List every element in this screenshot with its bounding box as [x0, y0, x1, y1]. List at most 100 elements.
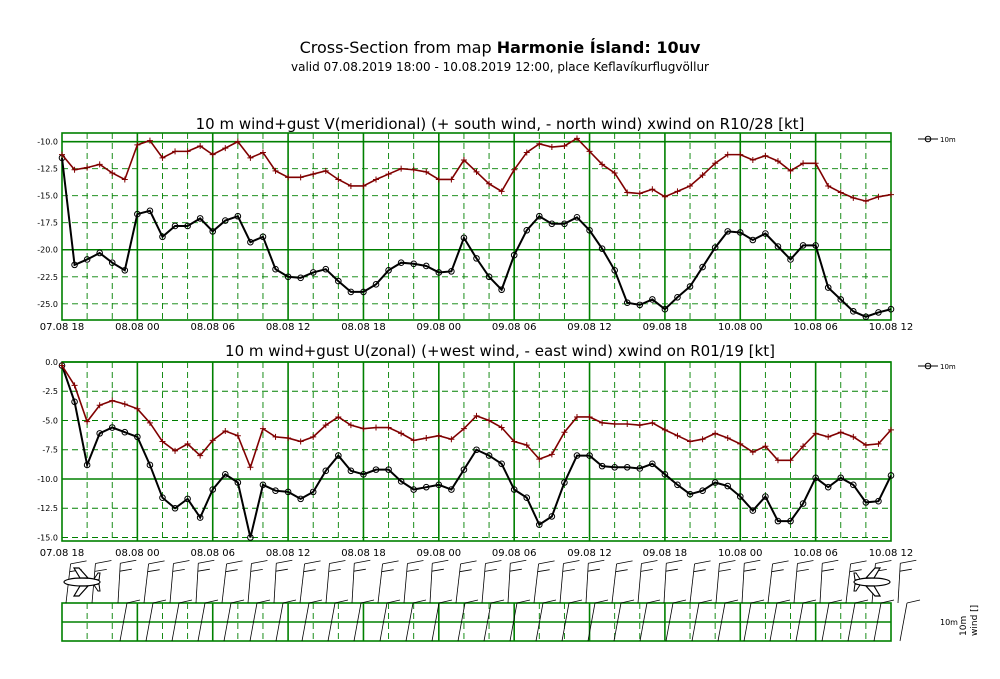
chart1-wind-point: [787, 256, 794, 263]
chart1-gust-point: [888, 191, 894, 198]
chart2-wind-point: [272, 487, 279, 494]
chart1-gust-point: [460, 157, 467, 164]
wind-barb-flag: [353, 568, 366, 572]
chart1-wind-point: [209, 228, 217, 235]
wind-barb-flag: [460, 560, 477, 565]
chart1-gust-point: [259, 149, 266, 156]
chart2-ytick-label: -10.0: [37, 475, 58, 484]
wind-barb: [91, 560, 167, 642]
chart2-wind-point: [196, 514, 204, 521]
chart1-gust-point: [787, 167, 794, 174]
chart2-wind-point: [837, 474, 845, 482]
chart2-gust-point: [360, 425, 367, 432]
wind-barb: [377, 560, 453, 642]
wind-barb-lower-flag: [568, 599, 583, 604]
wind-barb-lower: [639, 602, 648, 642]
chart1-gust-point: [310, 171, 317, 178]
chart2-ytick-label: -2.5: [42, 387, 58, 396]
chart1-wind-point: [661, 305, 669, 313]
chart1-wind-point: [184, 222, 191, 230]
chart1-wind-point: [799, 242, 807, 249]
chart2-xtick-label: 09.08 00: [417, 548, 462, 559]
wind-barb-flag: [821, 568, 834, 572]
chart2-wind-point: [121, 428, 129, 436]
chart1-gust-point: [850, 194, 857, 201]
chart1-gust-point: [548, 144, 555, 151]
chart1-wind-point: [221, 217, 229, 224]
chart2-ytick-label: -15.0: [37, 533, 58, 542]
wind-barb: [169, 560, 245, 642]
wind-barb-lower-flag: [490, 599, 505, 604]
wind-barb-lower: [873, 602, 882, 642]
chart2-wind-point: [473, 446, 480, 454]
chart2-wind-point: [887, 472, 895, 479]
chart1-wind-point: [284, 273, 292, 281]
wind-barb-flag: [406, 568, 419, 572]
chart1-gust-point: [209, 151, 216, 158]
wind-barb: [507, 559, 583, 642]
wind-barb-staff: [507, 563, 511, 604]
chart2-wind-point: [749, 507, 757, 514]
wind-barb-lower-flag: [412, 599, 427, 604]
chart2-wind-point: [134, 433, 141, 441]
wind-barb-flag: [718, 568, 731, 572]
chart2-gust-point: [121, 401, 128, 408]
wind-panel-level-label: 10m: [940, 618, 958, 627]
chart1-wind-point: [146, 207, 154, 215]
chart2-wind-point: [184, 495, 191, 503]
wind-barb-flag: [900, 559, 917, 564]
chart1-gust-point: [234, 138, 241, 145]
wind-barb: [403, 560, 479, 642]
chart1-gust-point: [134, 141, 141, 148]
chart2-ytick-label: -7.5: [42, 446, 58, 455]
wind-barb-flag: [744, 559, 761, 564]
title-prefix: Cross-Section from map: [299, 38, 497, 57]
chart1-wind-point: [422, 262, 430, 270]
wind-barb-lower-flag: [724, 599, 739, 604]
wind-barb-flag: [875, 560, 892, 564]
wind-barb-flag: [431, 568, 444, 572]
wind-barb-flag: [797, 560, 814, 564]
wind-barb-flag: [899, 568, 912, 572]
chart1-wind-point: [523, 226, 531, 234]
chart2-gust-point: [573, 413, 580, 420]
chart1-wind-point: [121, 266, 129, 274]
chart1-wind-point: [611, 266, 618, 274]
wind-barb-lower: [171, 602, 180, 642]
wind-barb-flag: [275, 568, 288, 572]
chart2-wind-point: [171, 504, 179, 512]
chart-main-title: Cross-Section from map Harmonie Ísland: …: [0, 38, 1000, 57]
chart1-wind-point: [410, 260, 417, 268]
chart2-gust-point: [523, 442, 530, 449]
chart1-gust-point: [687, 182, 694, 189]
wind-barb-flag: [407, 560, 424, 564]
chart1-gust-point: [347, 182, 354, 189]
chart2-wind-point: [824, 483, 832, 491]
chart1-gust-point: [825, 182, 832, 189]
wind-barb-lower: [509, 602, 518, 642]
wind-barb-staff: [637, 563, 642, 604]
chart1-xtick-label: 08.08 18: [341, 322, 386, 333]
chart2-wind-point: [699, 487, 706, 494]
wind-barb-lower: [587, 602, 596, 642]
chart2-wind-point: [736, 493, 744, 500]
chart2-gust-point: [247, 464, 254, 471]
chart2-wind-point: [397, 478, 405, 485]
chart1-wind-point: [397, 259, 405, 267]
wind-barb: [741, 559, 817, 642]
chart2-wind-point: [71, 398, 78, 406]
chart1-xtick-label: 07.08 18: [40, 322, 85, 333]
wind-barb-staff: [429, 563, 433, 604]
wind-barb-flag: [640, 568, 653, 572]
chart2-gust-point: [787, 457, 794, 464]
chart1-gust-point: [159, 154, 166, 161]
wind-barb-lower: [483, 602, 492, 642]
chart1-wind-point: [561, 220, 568, 228]
chart1-gust-point: [812, 160, 819, 167]
wind-barb: [429, 559, 505, 642]
wind-barb-lower: [769, 602, 778, 642]
chart1-ytick-label: -10.0: [37, 138, 58, 147]
airplane-tail: [93, 572, 101, 592]
wind-barb-lower: [535, 602, 544, 642]
